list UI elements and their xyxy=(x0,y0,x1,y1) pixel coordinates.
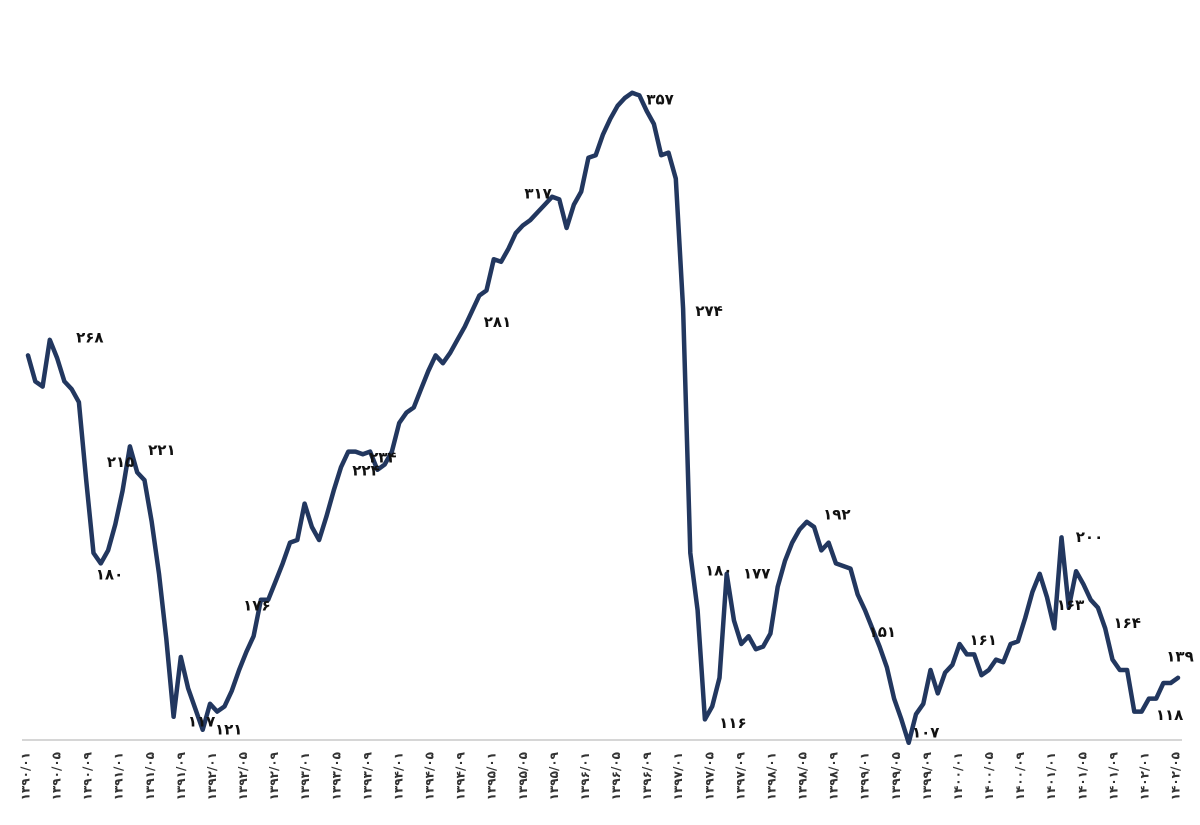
x-tick-label: ۱۳۹۲/۰۵ xyxy=(236,752,250,800)
data-label: ۱۲۱ xyxy=(215,720,242,738)
data-label: ۱۶۳ xyxy=(1057,596,1084,614)
x-tick-label: ۱۳۹۵/۰۹ xyxy=(547,751,561,800)
x-tick-label: ۱۳۹۸/۰۱ xyxy=(764,752,778,800)
data-label: ۱۵۱ xyxy=(869,623,896,641)
x-tick-label: ۱۳۹۰/۰۹ xyxy=(81,751,95,800)
x-tick-label: ۱۳۹۱/۰۹ xyxy=(174,751,188,800)
x-tick-label: ۱۳۹۴/۰۱ xyxy=(392,752,406,800)
x-tick-label: ۱۴۰۲/۰۵ xyxy=(1169,752,1183,800)
data-label: ۱۰۷ xyxy=(912,723,939,741)
data-label: ۱۸۰ xyxy=(705,561,732,579)
x-tick-label: ۱۳۹۳/۰۱ xyxy=(298,752,312,800)
x-tick-label: ۱۳۹۱/۰۵ xyxy=(143,752,157,800)
data-label: ۱۷۷ xyxy=(743,564,770,582)
data-label: ۱۱۷ xyxy=(188,712,215,730)
x-tick-label: ۱۴۰۱/۰۵ xyxy=(1075,752,1089,800)
x-tick-label: ۱۳۹۶/۰۵ xyxy=(609,752,623,800)
x-tick-label: ۱۳۹۹/۰۹ xyxy=(920,751,934,800)
x-tick-label: ۱۳۹۷/۰۹ xyxy=(733,751,747,800)
x-tick-label: ۱۳۹۰/۰۱ xyxy=(19,752,33,800)
data-label: ۱۹۲ xyxy=(823,505,850,523)
data-label: ۱۱۶ xyxy=(719,714,746,732)
data-label: ۳۱۷ xyxy=(524,184,551,202)
data-label: ۲۰۰ xyxy=(1076,528,1103,546)
data-label: ۲۳۴ xyxy=(369,449,396,467)
data-label: ۲۲۱ xyxy=(148,441,175,459)
x-tick-label: ۱۳۹۳/۰۵ xyxy=(329,752,343,800)
data-label: ۲۸۱ xyxy=(484,313,511,331)
x-tick-label: ۱۳۹۴/۰۹ xyxy=(454,751,468,800)
x-tick-label: ۱۴۰۰/۰۱ xyxy=(951,752,965,800)
x-tick-label: ۱۴۰۱/۰۱ xyxy=(1044,752,1058,800)
data-label: ۱۶۴ xyxy=(1113,614,1140,632)
x-tick-label: ۱۳۹۰/۰۵ xyxy=(50,752,64,800)
x-axis-tick-labels: ۱۳۹۰/۰۱ ۱۳۹۰/۰۵ ۱۳۹۰/۰۹ ۱۳۹۱/۰۱ ۱۳۹۱/۰۵ ۱۳۹۱/… xyxy=(19,751,1183,800)
data-label: ۱۷۶ xyxy=(243,596,270,614)
data-label: ۳۵۷ xyxy=(646,90,673,108)
data-label: ۱۳۹ xyxy=(1166,647,1193,665)
x-tick-label: ۱۳۹۷/۰۵ xyxy=(702,752,716,800)
x-tick-label: ۱۳۹۹/۰۵ xyxy=(889,752,903,800)
x-tick-label: ۱۳۹۳/۰۹ xyxy=(360,751,374,800)
data-label: ۲۲۴ xyxy=(352,462,379,480)
x-tick-label: ۱۳۹۱/۰۱ xyxy=(112,752,126,800)
x-tick-label: ۱۳۹۴/۰۵ xyxy=(423,752,437,800)
x-tick-label: ۱۳۹۶/۰۱ xyxy=(578,752,592,800)
x-tick-label: ۱۴۰۰/۰۹ xyxy=(1013,751,1027,800)
x-tick-label: ۱۴۰۰/۰۵ xyxy=(982,752,996,800)
data-label: ۲۱۵ xyxy=(107,453,134,471)
series-line xyxy=(25,90,1181,746)
x-tick-label: ۱۳۹۵/۰۱ xyxy=(485,752,499,800)
data-label: ۱۸۰ xyxy=(96,566,123,584)
x-tick-label: ۱۳۹۶/۰۹ xyxy=(640,751,654,800)
data-label: ۱۶۱ xyxy=(969,631,996,649)
x-tick-label: ۱۳۹۵/۰۵ xyxy=(516,752,530,800)
x-tick-label: ۱۳۹۸/۰۹ xyxy=(827,751,841,800)
data-label: ۱۱۸ xyxy=(1156,706,1183,724)
data-label: ۲۶۸ xyxy=(76,328,103,346)
x-tick-label: ۱۳۹۲/۰۹ xyxy=(267,751,281,800)
x-tick-label: ۱۳۹۲/۰۱ xyxy=(205,752,219,800)
x-tick-label: ۱۳۹۸/۰۵ xyxy=(796,752,810,800)
x-tick-label: ۱۴۰۲/۰۱ xyxy=(1137,752,1151,800)
x-tick-label: ۱۳۹۹/۰۱ xyxy=(858,752,872,800)
data-label: ۲۷۴ xyxy=(695,302,722,320)
x-tick-label: ۱۴۰۱/۰۹ xyxy=(1106,751,1120,800)
x-tick-label: ۱۳۹۷/۰۱ xyxy=(671,752,685,800)
